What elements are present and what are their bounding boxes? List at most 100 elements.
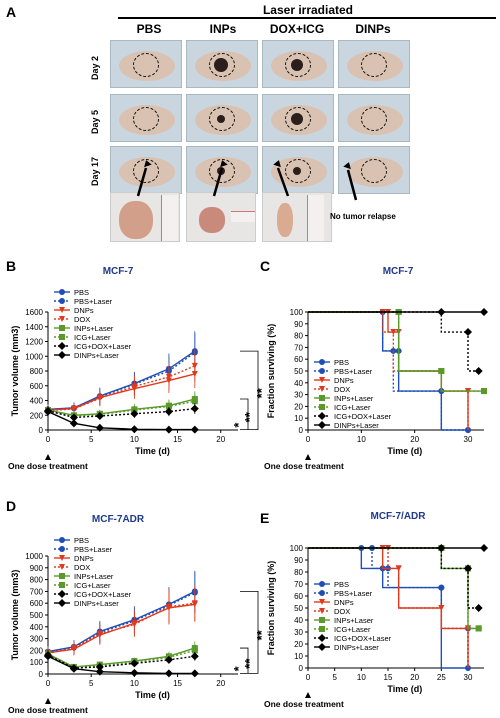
y-tick-label: 0 [299, 426, 304, 435]
series-line [47, 603, 195, 654]
data-point [130, 668, 139, 677]
y-tick-label: 80 [294, 568, 303, 577]
legend-marker [318, 412, 326, 420]
legend-label: ICG+Laser [334, 625, 371, 634]
legend-marker [59, 325, 65, 331]
y-tick-label: 1200 [25, 338, 43, 347]
y-tick-label: 0 [39, 426, 44, 435]
legend-marker [319, 377, 325, 383]
mouse-photo [262, 146, 334, 194]
arrow-icon [212, 160, 228, 197]
legend-label: DNPs [74, 306, 94, 315]
legend-marker [319, 386, 325, 392]
y-tick-label: 600 [30, 382, 44, 391]
legend: PBSPBS+LaserDNPsDOXINPs+LaserICG+LaserIC… [314, 358, 392, 430]
legend-marker [319, 617, 325, 623]
treatment-arrow-icon [305, 454, 311, 460]
series-dinps-laser [44, 651, 199, 678]
excised-tumor-photo-pbs [110, 192, 180, 242]
legend: PBSPBS+LaserDNPsDOXINPs+LaserICG+LaserIC… [54, 288, 132, 360]
y-tick-label: 800 [30, 576, 44, 585]
data-point [131, 621, 138, 628]
legend-marker [318, 643, 326, 651]
y-tick-label: 400 [30, 623, 44, 632]
y-axis-label: Tumor volume (mm3) [10, 570, 20, 661]
mouse-photo [186, 94, 258, 142]
excised-tumor [277, 203, 293, 237]
data-point [191, 647, 198, 654]
dashed-tumor-circle [133, 107, 159, 131]
series-dnps [308, 545, 471, 668]
y-tick-label: 0 [299, 664, 304, 673]
legend-label: DINPs+Laser [334, 643, 379, 652]
y-tick-label: 1000 [25, 552, 43, 561]
legend-marker [318, 634, 326, 642]
series-line [308, 311, 479, 372]
data-point [390, 329, 397, 336]
data-point [190, 404, 199, 413]
legend-marker [319, 395, 325, 401]
panel-letter-d: D [6, 498, 17, 514]
y-tick-label: 60 [294, 355, 303, 364]
legend-marker [58, 351, 66, 359]
data-point [474, 604, 483, 612]
data-point [130, 409, 139, 418]
legend-label: INPs+Laser [334, 616, 374, 625]
excised-tumor-photo-dox-icg [262, 192, 332, 242]
x-axis-label: Time (d) [135, 446, 170, 456]
significance-bracket [240, 647, 249, 674]
series-line [47, 410, 195, 431]
series-dinps-laser [308, 544, 488, 552]
data-point [130, 425, 139, 434]
data-point [96, 395, 103, 402]
legend-label: ICG+Laser [74, 581, 111, 590]
significance-bracket [240, 591, 259, 674]
legend-marker [319, 581, 325, 587]
series-dinps-laser [44, 406, 199, 434]
mouse-photo [262, 94, 334, 142]
legend-label: INPs+Laser [334, 394, 374, 403]
legend-label: ICG+DOX+Laser [334, 634, 392, 643]
data-point [69, 419, 78, 428]
series-line [47, 407, 195, 419]
chart-panel-c: MCF-7 0 10 20 30 40 50 60 70 80 90 100 0 10 20 30 Time (… [264, 266, 488, 471]
legend-label: DNPs [74, 554, 94, 563]
series-line [47, 591, 196, 653]
legend-marker [59, 546, 65, 552]
panel-letter-a: A [6, 4, 17, 20]
x-tick-label: 0 [46, 679, 51, 688]
panel-letter-c: C [260, 258, 271, 274]
y-tick-label: 30 [294, 628, 303, 637]
legend-marker [59, 555, 65, 561]
chart-title: MCF-7 [103, 266, 134, 277]
series-pbs-laser [308, 545, 471, 668]
legend-label: ICG+DOX+Laser [74, 342, 132, 351]
treatment-label: One dose treatment [8, 461, 88, 471]
series-line [308, 547, 469, 668]
column-label-dinps: DINPs [355, 22, 391, 36]
x-tick-label: 10 [130, 679, 139, 688]
legend-label: PBS+Laser [334, 589, 373, 598]
y-tick-label: 700 [30, 587, 44, 596]
series-line [308, 547, 479, 609]
treatment-arrow-icon [305, 692, 311, 698]
dashed-tumor-circle [285, 107, 311, 131]
arrow-icon [343, 162, 358, 201]
y-tick-label: 500 [30, 611, 44, 620]
legend-marker [58, 599, 66, 607]
legend-label: PBS [74, 288, 89, 297]
legend-marker [319, 626, 325, 632]
chart-title: MCF-7 [383, 266, 414, 277]
significance-label: ** [242, 658, 257, 669]
legend-marker [59, 573, 65, 579]
data-point [70, 405, 77, 412]
significance-bracket [240, 350, 259, 431]
dashed-tumor-circle [209, 159, 235, 183]
series-line [47, 647, 196, 668]
y-tick-label: 90 [294, 556, 303, 565]
y-axis-label: Fraction surviving (%) [266, 561, 276, 656]
data-point [464, 328, 472, 337]
legend-marker [59, 564, 65, 570]
y-tick-label: 50 [294, 604, 303, 613]
